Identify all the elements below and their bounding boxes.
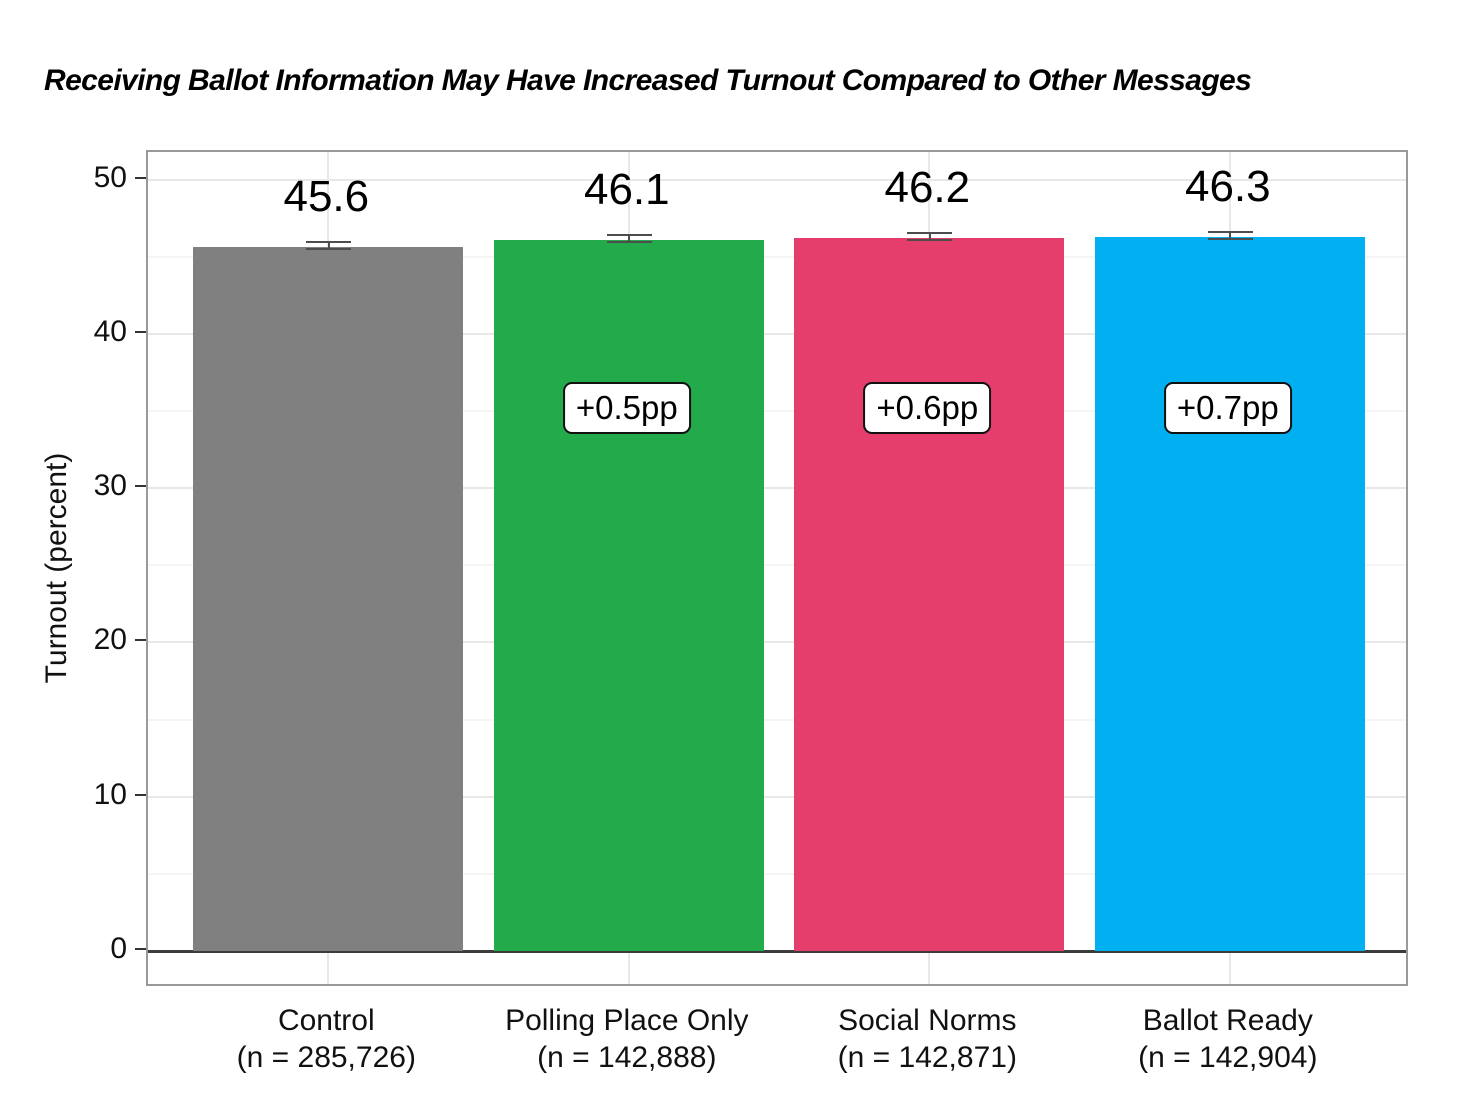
minor-gridline: [148, 872, 1406, 875]
minor-gridline: [148, 255, 1406, 258]
effect-badge: +0.7pp: [1163, 382, 1292, 434]
error-bar-stem: [628, 233, 631, 243]
bar-value-label: 46.1: [583, 164, 670, 214]
y-axis-tick: [135, 485, 146, 488]
x-label-category: Control: [277, 1004, 375, 1037]
error-bar: [907, 232, 953, 242]
y-tick-label: 40: [93, 314, 127, 348]
x-label-sample-size: (n = 142,888): [537, 1041, 717, 1074]
y-axis-tick: [135, 330, 146, 333]
error-bar: [306, 241, 352, 251]
minor-gridline: [148, 409, 1406, 412]
error-bar-stem: [1229, 230, 1232, 240]
bar-value-label: 45.6: [283, 172, 370, 222]
x-label-sample-size: (n = 142,871): [837, 1041, 1017, 1074]
effect-badge: +0.5pp: [562, 382, 691, 434]
bar-ballot-ready: [1094, 236, 1365, 951]
x-axis-label: Polling Place Only (n = 142,888): [457, 1002, 797, 1076]
y-tick-label: 10: [93, 777, 127, 811]
major-gridline: [148, 332, 1406, 335]
y-tick-label: 30: [93, 469, 127, 503]
x-label-category: Polling Place Only: [505, 1004, 749, 1037]
y-axis-tick: [135, 176, 146, 179]
minor-gridline: [148, 718, 1406, 721]
chart-title: Receiving Ballot Information May Have In…: [44, 64, 1252, 97]
y-axis-tick: [135, 948, 146, 950]
bar-social-norms: [794, 238, 1065, 951]
zero-axis-line: [148, 949, 1406, 953]
y-axis-tick: [135, 639, 146, 642]
error-bar: [1207, 230, 1253, 241]
bar-polling-place-only: [493, 239, 764, 951]
x-axis-label: Social Norms (n = 142,871): [757, 1002, 1097, 1076]
bar-value-label: 46.3: [1184, 161, 1271, 211]
plot-panel: [146, 150, 1408, 986]
error-bar-stem: [327, 241, 330, 251]
x-label-sample-size: (n = 285,726): [236, 1041, 416, 1074]
minor-gridline: [148, 564, 1406, 567]
major-gridline: [148, 641, 1406, 644]
major-gridline: [148, 487, 1406, 490]
x-label-sample-size: (n = 142,904): [1138, 1041, 1318, 1074]
effect-badge: +0.6pp: [863, 382, 992, 434]
bar-value-label: 46.2: [884, 163, 971, 213]
x-label-category: Social Norms: [838, 1004, 1017, 1037]
bar-control: [193, 247, 464, 951]
x-axis-label: Control (n = 285,726): [156, 1002, 496, 1076]
error-bar: [606, 233, 652, 244]
y-tick-label: 50: [93, 160, 127, 194]
major-gridline: [148, 178, 1406, 181]
x-label-category: Ballot Ready: [1142, 1004, 1313, 1037]
x-axis-label: Ballot Ready (n = 142,904): [1058, 1002, 1398, 1076]
y-axis-tick: [135, 793, 146, 796]
y-tick-label: 0: [110, 932, 127, 965]
major-gridline: [148, 795, 1406, 798]
y-tick-label: 20: [93, 623, 127, 657]
error-bar-stem: [928, 232, 931, 242]
